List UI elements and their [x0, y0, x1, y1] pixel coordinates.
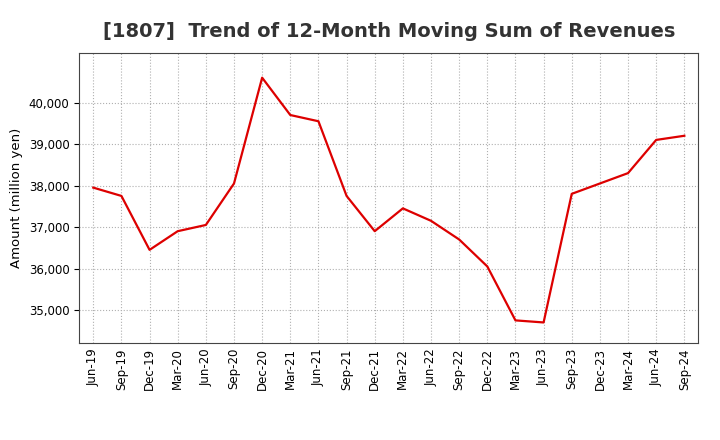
Y-axis label: Amount (million yen): Amount (million yen)	[10, 128, 23, 268]
Text: [1807]  Trend of 12-Month Moving Sum of Revenues: [1807] Trend of 12-Month Moving Sum of R…	[103, 22, 675, 41]
